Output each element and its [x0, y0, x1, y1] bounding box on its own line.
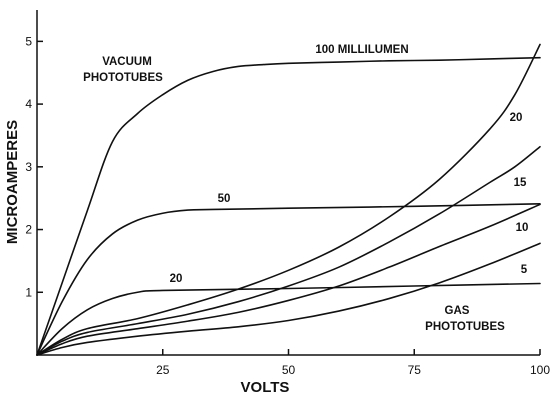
series-label-vacuum-50: 50	[218, 193, 231, 205]
gas-group-label-line-1: GAS	[445, 305, 470, 317]
curves	[36, 43, 541, 356]
series-label-vacuum-20: 20	[170, 273, 183, 285]
vacuum-phototube-curve-20	[36, 282, 541, 356]
y-tick-label: 1	[25, 285, 32, 299]
x-tick-label: 75	[408, 363, 422, 377]
vacuum-phototube-curve-50	[36, 203, 541, 356]
series-label-gas-10: 10	[516, 222, 529, 234]
gas-group-label-line-2: PHOTOTUBES	[425, 321, 505, 333]
y-tick-label: 5	[25, 34, 32, 48]
x-axis-title: VOLTS	[241, 379, 290, 396]
vacuum-group-label-line-2: PHOTOTUBES	[83, 72, 163, 84]
gas-phototube-curve-10	[36, 203, 541, 356]
y-tick-label: 2	[25, 223, 32, 237]
gas-phototube-curve-20	[36, 43, 541, 356]
y-tick-label: 3	[25, 160, 32, 174]
y-axis-title: MICROAMPERES	[4, 120, 21, 244]
gas-phototube-curve-5	[36, 242, 541, 356]
gas-phototube-curve-15	[36, 145, 541, 356]
series-label-gas-5: 5	[521, 264, 528, 276]
tick-marks: 25 50 75 100 1 2 3 4 5	[25, 34, 550, 377]
series-label-vacuum-100: 100 MILLILUMEN	[315, 44, 408, 56]
x-tick-label: 50	[282, 363, 296, 377]
series-label-gas-20: 20	[510, 112, 523, 124]
y-tick-label: 4	[25, 97, 32, 111]
vacuum-group-label-line-1: VACUUM	[102, 56, 152, 68]
x-tick-label: 100	[530, 363, 550, 377]
series-label-gas-15: 15	[514, 177, 527, 189]
x-tick-label: 25	[156, 363, 170, 377]
vacuum-phototube-curve-100	[36, 56, 541, 356]
